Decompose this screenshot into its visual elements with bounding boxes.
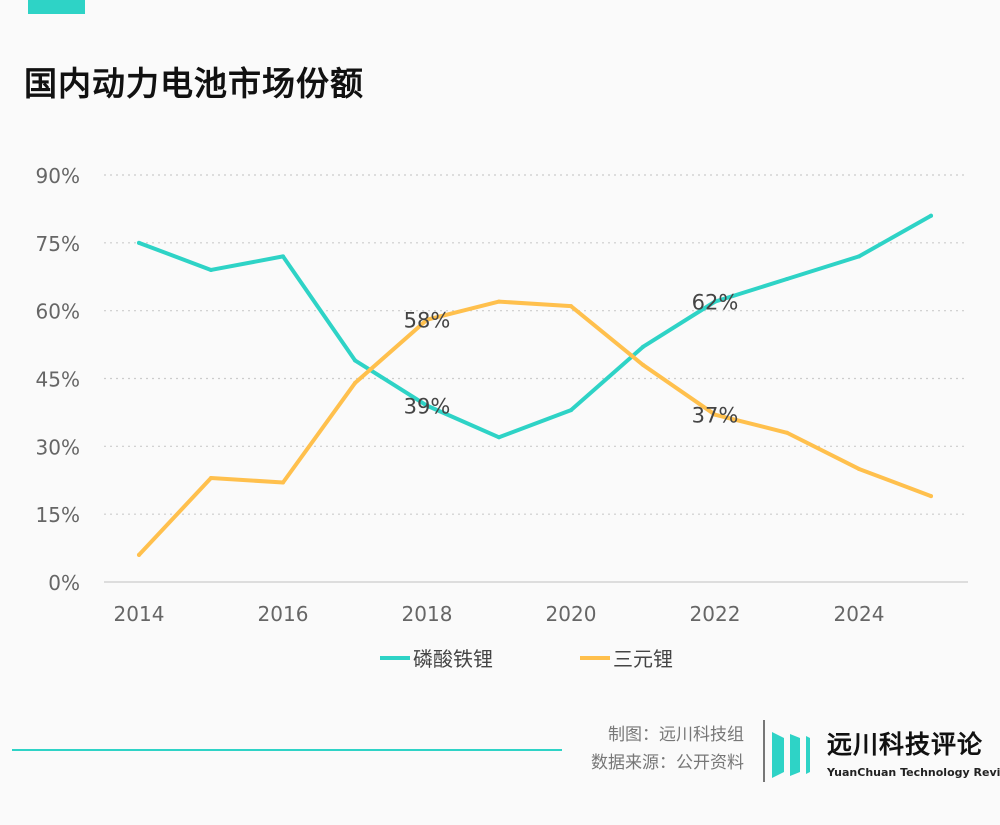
data-label: 39% xyxy=(404,395,451,419)
x-tick-label: 2014 xyxy=(114,602,165,626)
data-point xyxy=(929,494,933,499)
data-point xyxy=(569,304,573,309)
data-label: 62% xyxy=(692,291,739,315)
logo-text-en: YuanChuan Technology Review xyxy=(827,766,1000,779)
x-tick-label: 2020 xyxy=(546,602,597,626)
credit-source: 数据来源：公开资料 xyxy=(591,753,744,773)
y-tick-label: 90% xyxy=(36,164,80,188)
data-point xyxy=(641,344,645,349)
data-point xyxy=(857,254,861,259)
accent-bar xyxy=(28,0,85,14)
data-point xyxy=(497,299,501,304)
data-point xyxy=(425,317,429,322)
y-tick-label: 30% xyxy=(36,435,80,459)
page-title: 国内动力电池市场份额 xyxy=(24,64,364,103)
data-point xyxy=(785,430,789,435)
data-point xyxy=(137,552,141,557)
divider xyxy=(12,749,562,751)
legend-label: 磷酸铁锂 xyxy=(413,647,493,671)
data-point xyxy=(353,358,357,363)
series-line-lfp xyxy=(137,213,933,440)
data-label: 58% xyxy=(404,309,451,333)
data-point xyxy=(641,362,645,367)
y-tick-label: 0% xyxy=(48,571,80,595)
data-point xyxy=(425,403,429,408)
x-tick-label: 2024 xyxy=(834,602,885,626)
data-point xyxy=(569,408,573,413)
data-point xyxy=(713,412,717,417)
x-tick-label: 2018 xyxy=(402,602,453,626)
data-point xyxy=(713,299,717,304)
legend-label: 三元锂 xyxy=(613,647,673,671)
data-label: 37% xyxy=(692,404,739,428)
y-tick-label: 15% xyxy=(36,503,80,527)
logo-divider xyxy=(763,720,765,782)
data-point xyxy=(929,213,933,218)
y-tick-label: 45% xyxy=(36,368,80,392)
data-point xyxy=(209,267,213,272)
y-tick-label: 75% xyxy=(36,232,80,256)
line-chart: 0% 15% 30% 45% 60% 75% 90% 2014 2016 2018 2020 2022… xyxy=(36,164,968,671)
x-tick-label: 2016 xyxy=(258,602,309,626)
data-point xyxy=(353,381,357,386)
data-point xyxy=(857,466,861,471)
logo-text-cn: 远川科技评论 xyxy=(827,730,984,759)
data-point xyxy=(281,254,285,259)
data-point xyxy=(209,475,213,480)
logo-icon xyxy=(772,732,810,778)
data-point xyxy=(281,480,285,485)
y-tick-label: 60% xyxy=(36,300,80,324)
data-point xyxy=(785,277,789,282)
credit-made-by: 制图：远川科技组 xyxy=(608,725,744,745)
x-tick-label: 2022 xyxy=(690,602,741,626)
data-point xyxy=(137,240,141,245)
data-point xyxy=(497,435,501,440)
series-line-ncm xyxy=(137,299,933,557)
